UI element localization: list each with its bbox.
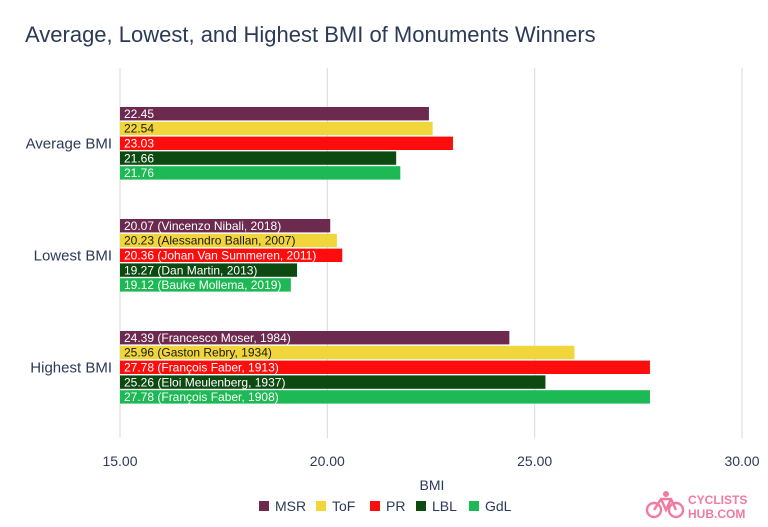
bar-data-label: 20.23 (Alessandro Ballan, 2007) xyxy=(124,234,295,248)
bar-data-label: 21.76 xyxy=(124,166,154,180)
legend-swatch-lbl xyxy=(416,501,426,511)
bar-gdl xyxy=(120,390,650,404)
svg-text:HUB.COM: HUB.COM xyxy=(688,507,745,521)
legend-label-tof: ToF xyxy=(332,498,355,514)
bar-data-label: 20.36 (Johan Van Summeren, 2011) xyxy=(124,249,316,263)
cyclistshub-logo: CYCLISTS HUB.COM xyxy=(644,488,762,522)
legend-label-gdl: GdL xyxy=(485,498,512,514)
chart-title: Average, Lowest, and Highest BMI of Monu… xyxy=(25,22,596,47)
x-tick-label: 15.00 xyxy=(102,453,137,469)
bar-tof xyxy=(120,345,575,360)
bar-gdl xyxy=(120,166,401,180)
y-category-label: Average BMI xyxy=(26,135,112,152)
bar-lbl xyxy=(120,151,397,165)
bar-lbl xyxy=(120,263,298,277)
bar-data-label: 21.66 xyxy=(124,151,154,165)
bar-msr xyxy=(120,219,331,233)
bar-data-label: 25.96 (Gaston Rebry, 1934) xyxy=(124,346,272,360)
bar-data-label: 22.45 xyxy=(124,107,154,121)
bar-data-label: 25.26 (Eloi Meulenberg, 1937) xyxy=(124,375,285,389)
bar-tof xyxy=(120,233,337,248)
y-category-label: Lowest BMI xyxy=(34,247,112,264)
bar-data-label: 27.78 (François Faber, 1913) xyxy=(124,361,279,375)
bar-msr xyxy=(120,107,429,121)
bars xyxy=(120,107,650,404)
x-tick-label: 25.00 xyxy=(517,453,552,469)
x-tick-label: 20.00 xyxy=(310,453,345,469)
legend-label-msr: MSR xyxy=(275,498,306,514)
legend-swatch-msr xyxy=(259,501,269,511)
bar-pr xyxy=(120,360,650,374)
bar-data-label: 23.03 xyxy=(124,137,154,151)
bar-data-label: 20.07 (Vincenzo Nibali, 2018) xyxy=(124,219,281,233)
bar-gdl xyxy=(120,278,291,292)
bar-lbl xyxy=(120,375,546,389)
y-category-label: Highest BMI xyxy=(30,359,112,376)
gridlines: 15.00 20.00 25.00 30.00 xyxy=(102,68,760,469)
legend-swatch-tof xyxy=(316,501,326,511)
legend-swatch-pr xyxy=(370,501,380,511)
bar-pr xyxy=(120,136,453,150)
bar-tof xyxy=(120,121,433,136)
bar-msr xyxy=(120,331,510,345)
bar-data-label: 19.12 (Bauke Mollema, 2019) xyxy=(124,278,281,292)
x-axis-title: BMI xyxy=(420,477,445,493)
legend-swatch-gdl xyxy=(469,501,479,511)
bar-data-label: 24.39 (Francesco Moser, 1984) xyxy=(124,331,291,345)
legend-label-lbl: LBL xyxy=(432,498,457,514)
bar-data-label: 22.54 xyxy=(124,122,154,136)
bar-data-label: 19.27 (Dan Martin, 2013) xyxy=(124,263,257,277)
legend: MSR ToF PR LBL GdL xyxy=(259,498,512,514)
svg-text:CYCLISTS: CYCLISTS xyxy=(688,493,747,507)
bar-pr xyxy=(120,248,343,262)
legend-label-pr: PR xyxy=(386,498,405,514)
x-tick-label: 30.00 xyxy=(724,453,759,469)
bar-data-label: 27.78 (François Faber, 1908) xyxy=(124,390,279,404)
